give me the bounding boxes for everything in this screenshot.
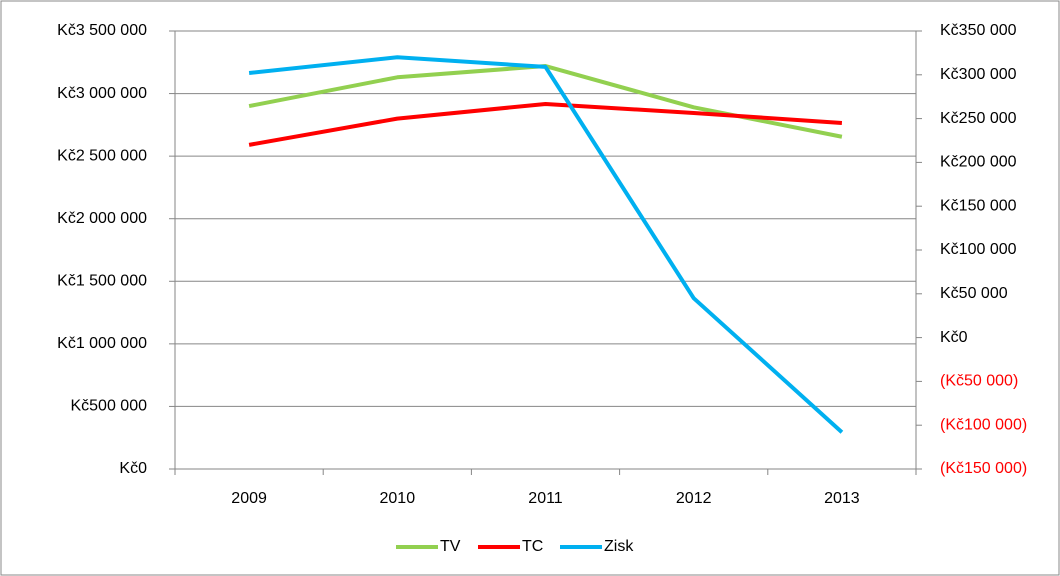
y-tick-label: Kč0 xyxy=(119,460,147,477)
y-tick-label: Kč3 500 000 xyxy=(57,22,147,39)
legend-label: TV xyxy=(440,538,461,555)
y2-tick-label: (Kč150 000) xyxy=(940,460,1027,477)
x-tick-label: 2010 xyxy=(380,490,416,507)
y2-tick-label: (Kč50 000) xyxy=(940,373,1018,390)
y2-tick-label: Kč150 000 xyxy=(940,197,1017,214)
x-tick-label: 2009 xyxy=(231,490,267,507)
legend-label: Zisk xyxy=(604,538,634,555)
series-line xyxy=(248,55,844,434)
legend-label: TC xyxy=(522,538,543,555)
y2-tick-label: Kč100 000 xyxy=(940,241,1017,258)
x-tick-label: 2011 xyxy=(528,490,563,507)
x-tick-label: 2012 xyxy=(676,490,712,507)
y2-tick-label: Kč50 000 xyxy=(940,285,1008,302)
series-line xyxy=(248,101,843,147)
y-tick-label: Kč3 000 000 xyxy=(57,85,147,102)
y2-tick-label: (Kč100 000) xyxy=(940,416,1027,433)
y2-tick-label: Kč0 xyxy=(940,329,968,346)
y2-tick-label: Kč200 000 xyxy=(940,154,1017,171)
y2-tick-label: Kč250 000 xyxy=(940,110,1017,127)
y2-tick-label: Kč300 000 xyxy=(940,66,1017,83)
y2-tick-label: Kč350 000 xyxy=(940,22,1017,39)
y-tick-label: Kč1 500 000 xyxy=(57,273,147,290)
y-tick-label: Kč2 000 000 xyxy=(57,210,147,227)
x-tick-label: 2013 xyxy=(824,490,860,507)
y-tick-label: Kč1 000 000 xyxy=(57,335,147,352)
y-tick-label: Kč2 500 000 xyxy=(57,147,147,164)
y-tick-label: Kč500 000 xyxy=(70,398,147,415)
